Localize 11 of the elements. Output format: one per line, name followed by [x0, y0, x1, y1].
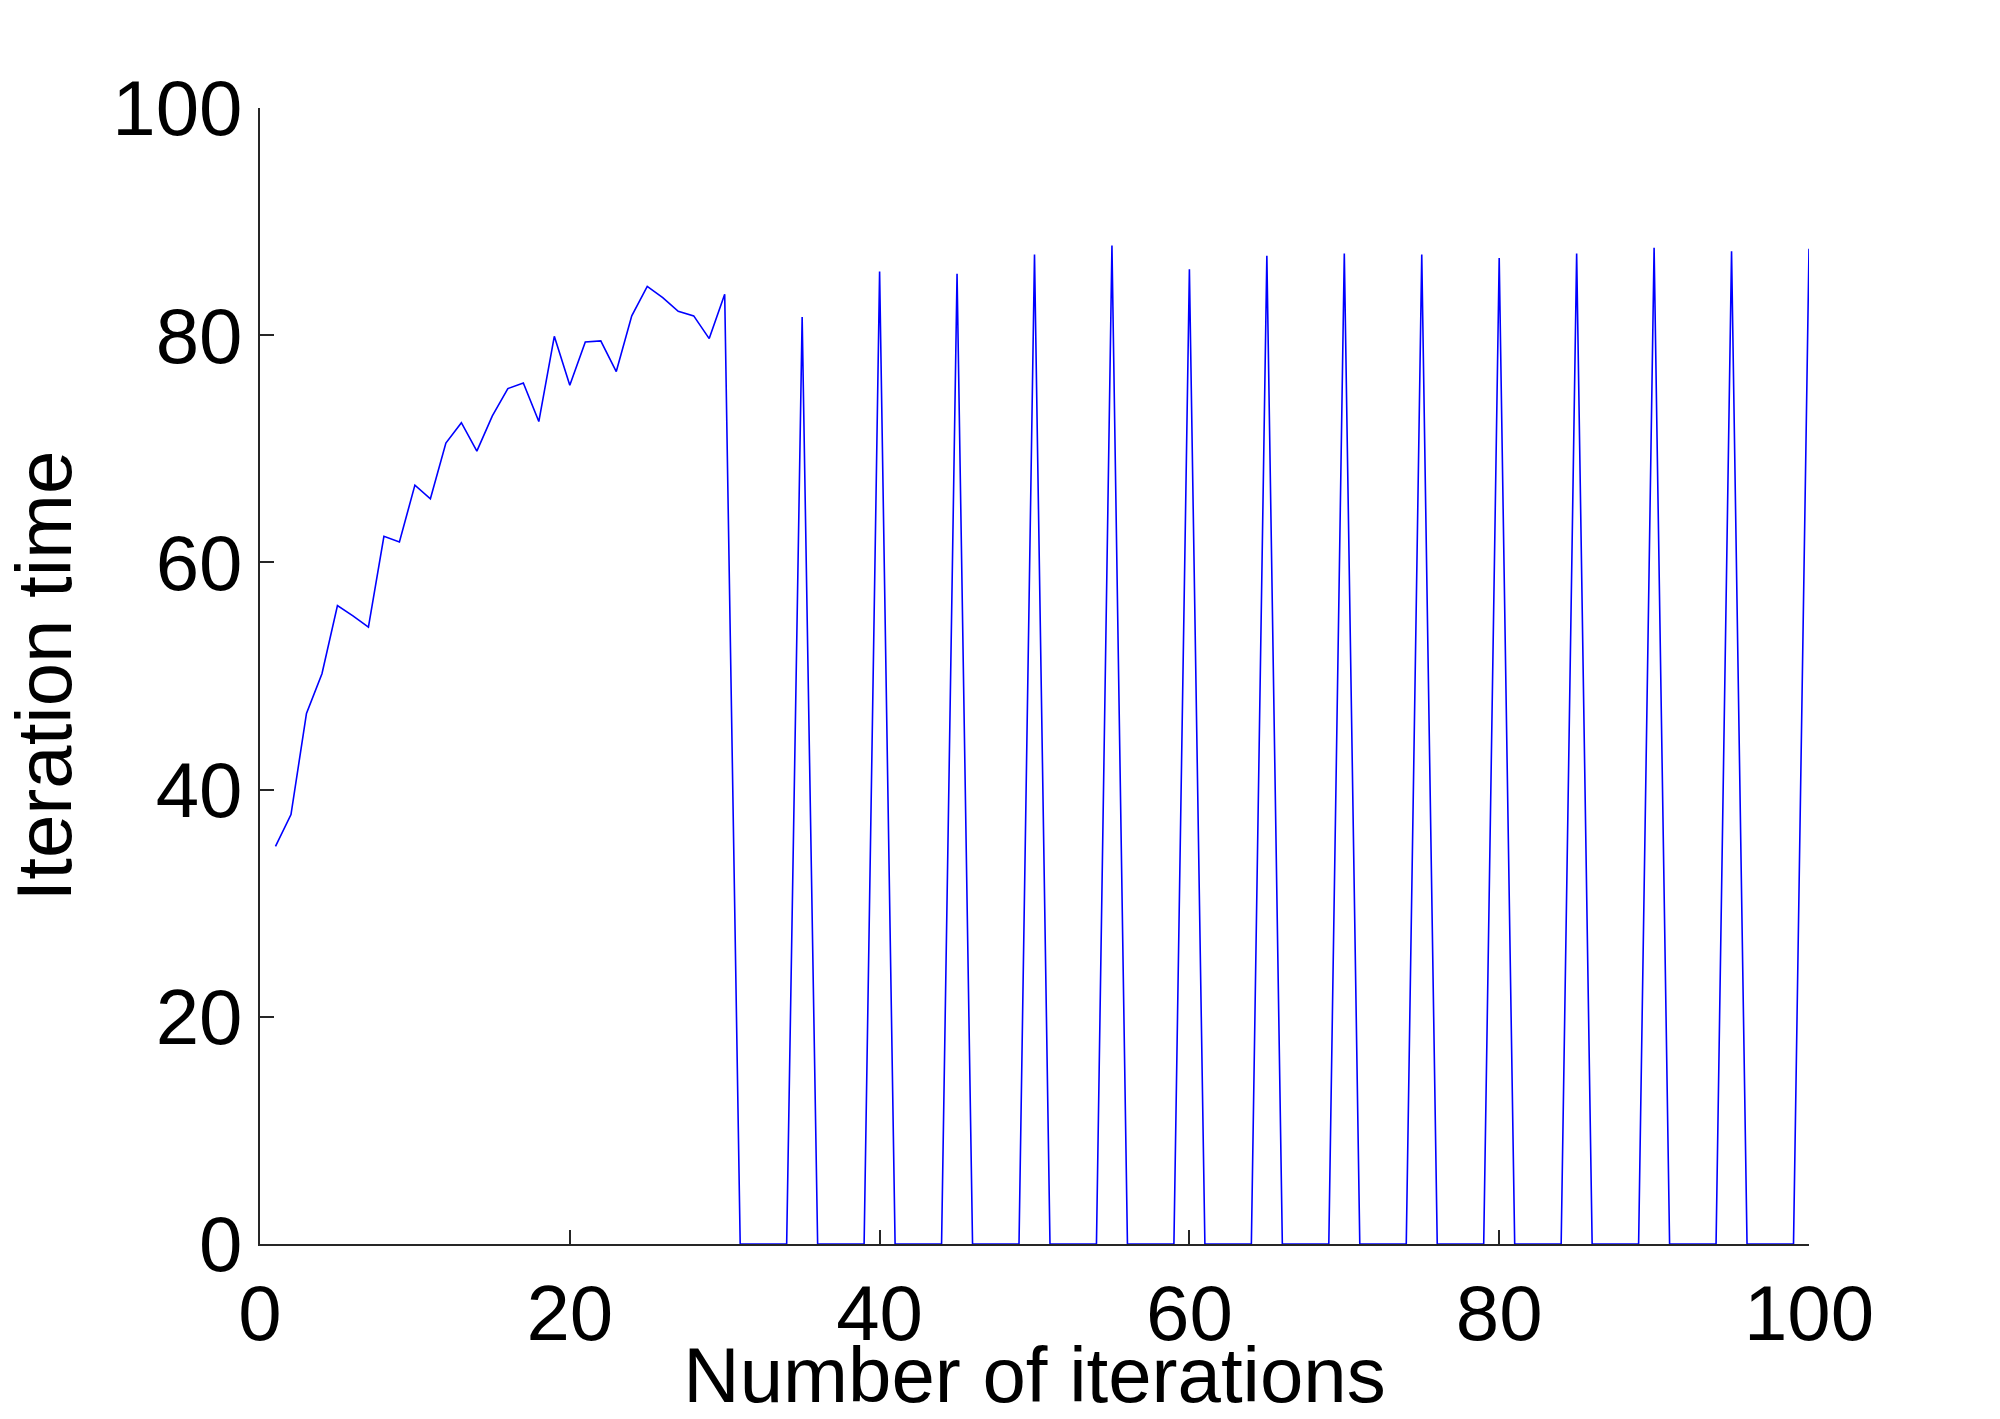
y-tick-label: 20	[155, 973, 243, 1062]
y-tick-label: 80	[155, 291, 243, 380]
y-tick-label: 0	[199, 1200, 243, 1289]
line-series	[274, 244, 1809, 1244]
y-tick-label: 40	[155, 745, 243, 834]
x-tick-label: 20	[526, 1268, 614, 1357]
x-tick-label: 100	[1743, 1268, 1875, 1357]
x-tick-label: 80	[1455, 1268, 1543, 1357]
y-tick-label: 100	[112, 64, 243, 153]
y-tick-label: 60	[155, 518, 243, 607]
y-axis-title: Iteration time	[0, 450, 88, 902]
